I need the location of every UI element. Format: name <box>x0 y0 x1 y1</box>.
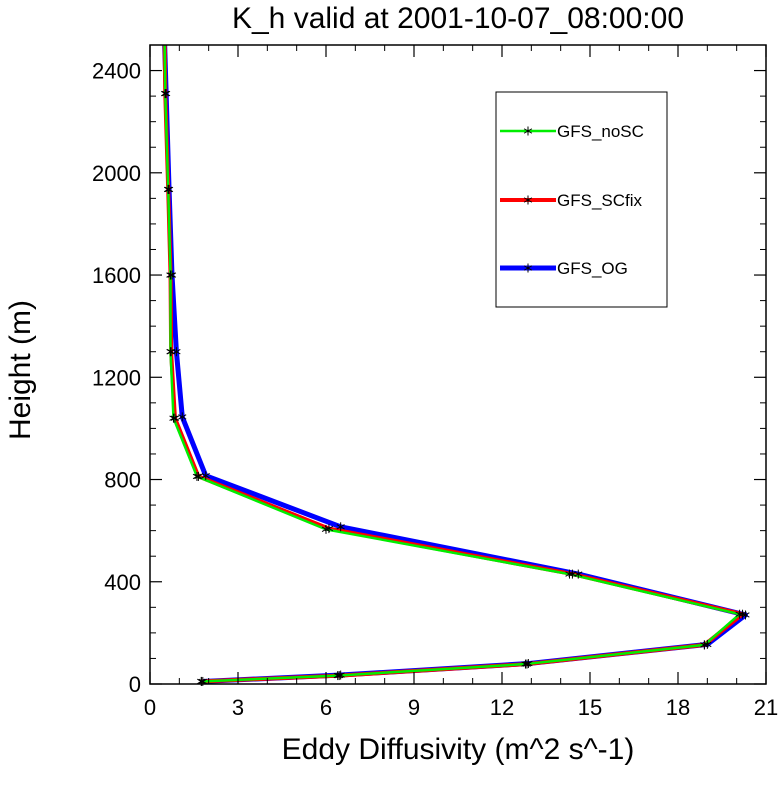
y-tick-label: 1200 <box>92 365 141 390</box>
data-point-GFS_noSC <box>161 89 170 99</box>
data-point-GFS_SCfix <box>335 671 344 681</box>
data-point-GFS_OG <box>336 522 345 532</box>
data-point-GFS_noSC <box>700 640 709 650</box>
data-point-GFS_OG <box>167 270 177 280</box>
series-line-GFS_noSC <box>163 44 741 683</box>
data-point-GFS_OG <box>178 412 187 422</box>
data-point-GFS_noSC <box>333 671 342 681</box>
y-tick-label: 2400 <box>92 59 141 84</box>
legend-label: GFS_noSC <box>557 122 644 141</box>
data-point-GFS_SCfix <box>194 471 203 481</box>
chart-title: K_h valid at 2001-10-07_08:00:00 <box>232 2 684 35</box>
legend-item-GFS_SCfix: GFS_SCfix <box>500 191 643 210</box>
x-tick-label: 15 <box>578 695 602 720</box>
x-tick-label: 18 <box>666 695 690 720</box>
x-tick-label: 3 <box>232 695 244 720</box>
y-tick-label: 0 <box>129 672 141 697</box>
plot-frame <box>149 44 767 685</box>
legend: GFS_noSC GFS_SCfix GFS_OG <box>495 91 668 308</box>
legend-item-GFS_noSC: GFS_noSC <box>500 122 644 141</box>
x-tick-label: 9 <box>408 695 420 720</box>
axes: 0 3 6 9 12 15 18 21 0 400 800 1200 1600 2000 2400 <box>92 44 778 720</box>
x-tick-label: 12 <box>490 695 514 720</box>
y-tick-label: 2000 <box>92 161 141 186</box>
data-point-GFS_OG <box>201 471 210 481</box>
x-tick-label: 6 <box>320 695 332 720</box>
data-point-GFS_noSC <box>192 471 202 481</box>
legend-label: GFS_SCfix <box>557 191 643 210</box>
y-tick-label: 800 <box>104 468 141 493</box>
data-point-GFS_SCfix <box>170 413 180 423</box>
x-tick-label: 21 <box>754 695 778 720</box>
plot-area <box>161 44 750 686</box>
data-point-GFS_noSC <box>565 569 574 579</box>
data-point-GFS_noSC <box>735 609 744 619</box>
y-axis-label: Height (m) <box>4 300 37 440</box>
data-point-GFS_noSC <box>321 524 331 534</box>
y-tick-label: 400 <box>104 570 141 595</box>
legend-item-GFS_OG: GFS_OG <box>500 259 628 278</box>
x-tick-label: 0 <box>144 695 156 720</box>
data-point-GFS_noSC <box>521 659 530 669</box>
data-point-GFS_noSC <box>164 184 173 194</box>
x-axis-label: Eddy Diffusivity (m^2 s^-1) <box>282 733 635 766</box>
data-point-GFS_noSC <box>166 347 175 357</box>
data-point-GFS_SCfix <box>522 659 532 669</box>
data-point-GFS_noSC <box>169 413 178 423</box>
y-tick-label: 1600 <box>92 263 141 288</box>
legend-label: GFS_OG <box>557 259 628 278</box>
data-point-GFS_noSC <box>166 270 175 280</box>
